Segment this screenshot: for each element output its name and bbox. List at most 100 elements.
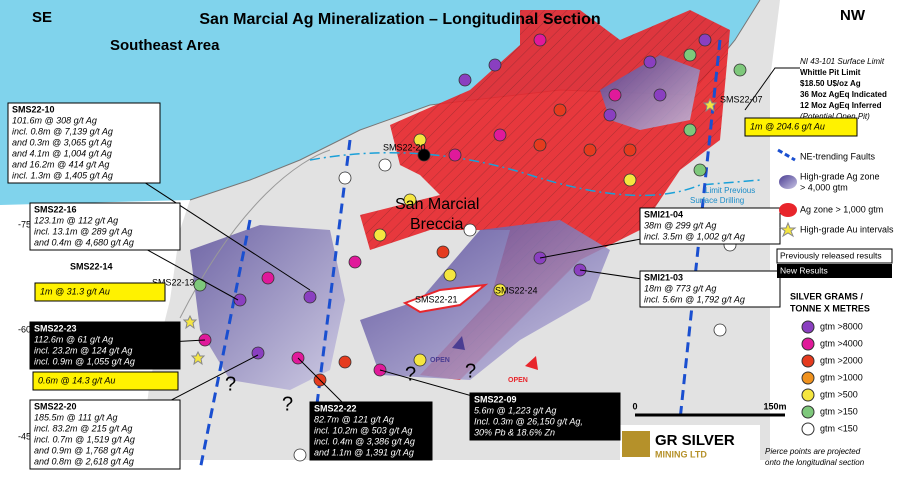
pit-note: 12 Moz AgEq Inferred — [800, 101, 882, 110]
pierce-point — [443, 268, 457, 282]
legend-label: gtm >150 — [820, 406, 858, 416]
legend-fault — [777, 148, 796, 162]
pierce-point — [533, 138, 547, 152]
callout-line: incl. 3.5m @ 1,002 g/t Ag — [644, 231, 745, 241]
au-highlight: 1m @ 204.6 g/t Au — [750, 121, 825, 131]
unknown-mark: ? — [465, 360, 476, 382]
callout-line: 82.7m @ 121 g/t Ag — [314, 414, 394, 424]
legend-label: gtm <150 — [820, 423, 858, 433]
elevation: -750 — [18, 219, 36, 229]
pierce-point — [493, 283, 507, 297]
open-label: OPEN — [508, 377, 528, 384]
au-box — [34, 282, 166, 302]
legend-label: gtm >2000 — [820, 355, 863, 365]
legend-dot — [801, 405, 815, 419]
pierce-point — [608, 88, 622, 102]
callout-title: SMS22-22 — [314, 403, 357, 413]
pierce-point — [403, 193, 417, 207]
callout-box — [29, 321, 181, 370]
pierce-point — [733, 63, 747, 77]
callout-line: 123.1m @ 112 g/t Ag — [34, 215, 118, 225]
callout-line: incl. 0.8m @ 7,139 g/t Ag — [12, 126, 113, 136]
pierce-point — [413, 353, 427, 367]
pierce-point — [683, 48, 697, 62]
callout-line: and 0.4m @ 4,680 g/t Ag — [34, 237, 134, 247]
callout-line: and 1.1m @ 1,391 g/t Ag — [314, 447, 414, 457]
limit-label: Limit Previous — [705, 186, 755, 195]
callout-line: incl. 0.9m @ 1,055 g/t Ag — [34, 356, 135, 366]
callout-title: SMS22-10 — [12, 104, 55, 114]
pierce-point — [533, 33, 547, 47]
callout-line: and 16.2m @ 414 g/t Ag — [12, 159, 109, 169]
legend-label: Ag zone > 1,000 gtm — [800, 204, 883, 214]
drill-label: SMS22-24 — [495, 285, 538, 295]
callout-line: and 0.9m @ 1,768 g/t Ag — [34, 445, 134, 455]
drill-label: SMS22-20 — [383, 142, 426, 152]
callout-title: SMS22-16 — [34, 204, 77, 214]
drill-trace — [179, 149, 331, 319]
au-star — [702, 97, 718, 113]
callout-box — [29, 202, 181, 251]
scale-label: 0 — [632, 401, 637, 411]
legend-dot — [801, 354, 815, 368]
legend-dot — [801, 371, 815, 385]
legend-hg — [779, 175, 797, 189]
pit-note: $18.50 U$/oz Ag — [800, 79, 861, 88]
legend-new — [777, 264, 892, 278]
hg-zone-upper — [600, 55, 700, 130]
callout-box — [639, 270, 781, 308]
callout-line: and 0.3m @ 3,065 g/t Ag — [12, 137, 112, 147]
pierce-point — [583, 143, 597, 157]
limit-label: Surface Drilling — [690, 196, 744, 205]
pierce-point — [493, 128, 507, 142]
leader — [744, 67, 800, 111]
logo-mark — [622, 431, 650, 457]
title: San Marcial Ag Mineralization – Longitud… — [199, 11, 600, 28]
legend-label: Previously released results — [780, 250, 882, 260]
pierce-point — [373, 228, 387, 242]
legend-dot — [801, 388, 815, 402]
open-arrow — [452, 336, 465, 350]
legend-label: gtm >8000 — [820, 321, 863, 331]
au-star — [190, 350, 206, 366]
pierce-point — [603, 108, 617, 122]
fault — [198, 219, 252, 471]
unknown-mark: ? — [225, 373, 236, 395]
legend-label: > 4,000 gtm — [800, 182, 848, 192]
legend-label: gtm >4000 — [820, 338, 863, 348]
drill-label: SMS22-07 — [720, 94, 763, 104]
pit-note: 36 Moz AgEq Indicated — [800, 90, 887, 99]
callout-line: incl. 83.2m @ 215 g/t Ag — [34, 423, 132, 433]
legend-label: New Results — [780, 265, 828, 275]
callout-line: 185.5m @ 111 g/t Ag — [34, 412, 118, 422]
pierce-point — [417, 148, 431, 162]
au-star — [182, 314, 198, 330]
callout-title: SMS22-23 — [34, 323, 77, 333]
pierce-point — [623, 143, 637, 157]
legend-label: gtm >1000 — [820, 372, 863, 382]
pierce-point — [653, 88, 667, 102]
callout-line: 5.6m @ 1,223 g/t Ag — [474, 405, 556, 415]
callout-title: SMS22-20 — [34, 401, 77, 411]
callout-box — [309, 401, 433, 461]
drill-label: SMS22-13 — [152, 277, 195, 287]
open-arrow — [525, 356, 538, 370]
pit-note: Whittle Pit Limit — [800, 68, 861, 77]
legend-dot — [801, 320, 815, 334]
unknown-mark: ? — [405, 363, 416, 385]
callout-line: and 4.1m @ 1,004 g/t Ag — [12, 148, 112, 158]
inner-zone — [402, 283, 489, 314]
pierce-point — [413, 133, 427, 147]
elevation: -600 — [18, 324, 36, 334]
legend-label: gtm >500 — [820, 389, 858, 399]
pierce-point — [303, 290, 317, 304]
callout-line: Incl. 0.3m @ 26,150 g/t Ag, — [474, 416, 583, 426]
legend-title: TONNE X METRES — [790, 303, 870, 313]
pierce-point — [623, 173, 637, 187]
area-label: Southeast Area — [110, 37, 220, 54]
callout-line: 112.6m @ 61 g/t Ag — [34, 334, 113, 344]
callout-line: 101.6m @ 308 g/t Ag — [12, 115, 97, 125]
callout-line: 30% Pb & 18.6% Zn — [474, 427, 555, 437]
pierce-point — [436, 245, 450, 259]
